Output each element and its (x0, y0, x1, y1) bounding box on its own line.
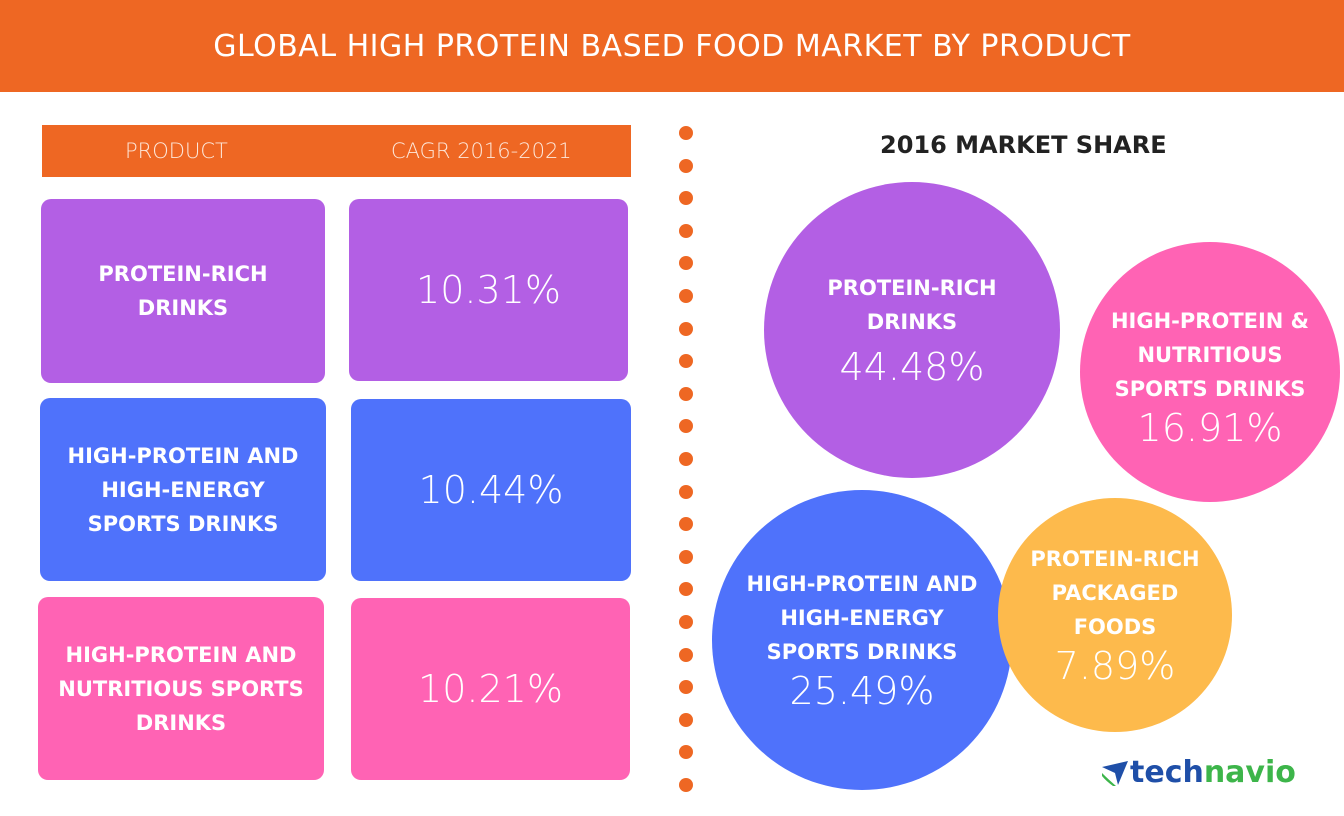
table-header: PRODUCT CAGR 2016-2021 (42, 125, 631, 177)
technavio-logo: tech navio (1100, 755, 1296, 790)
divider-dot (679, 549, 693, 564)
bubble-value: 7.89% (1054, 644, 1176, 688)
divider-dot (679, 615, 693, 629)
cagr-cell: 10.31% (349, 199, 628, 381)
divider-dot (679, 778, 693, 792)
logo-text-tech: tech (1130, 755, 1204, 790)
bubble-label: PROTEIN-RICH PACKAGED FOODS (1030, 547, 1200, 639)
divider-dot (679, 191, 693, 206)
divider-dot (679, 647, 693, 662)
bubble-protein-rich-drinks: PROTEIN-RICH DRINKS 44.48% (764, 182, 1060, 478)
bubble-label: HIGH-PROTEIN AND HIGH-ENERGY SPORTS DRIN… (746, 572, 978, 664)
divider-dot (679, 158, 693, 173)
divider-dot (679, 680, 693, 695)
product-cell: PROTEIN-RICH DRINKS (41, 199, 325, 383)
logo-arrow-icon (1102, 760, 1128, 786)
divider-dot (679, 223, 693, 238)
cagr-value: 10.31% (416, 268, 561, 312)
divider-dot (679, 126, 693, 140)
bubble-label: PROTEIN-RICH DRINKS (827, 276, 997, 334)
divider-dot (679, 452, 693, 466)
cagr-cell: 10.44% (351, 399, 631, 581)
divider-dot (679, 419, 693, 434)
bubble-value: 16.91% (1137, 406, 1283, 450)
divider-dot (679, 582, 693, 597)
logo-text-navio: navio (1203, 755, 1296, 790)
bubble-label: HIGH-PROTEIN & NUTRITIOUS SPORTS DRINKS (1110, 309, 1309, 401)
bubble-value: 44.48% (839, 345, 985, 389)
divider-dot (679, 386, 693, 401)
divider-dot (679, 517, 693, 532)
title-banner: GLOBAL HIGH PROTEIN BASED FOOD MARKET BY… (0, 0, 1344, 92)
divider-dot (679, 289, 693, 303)
product-cell: HIGH-PROTEIN AND NUTRITIOUS SPORTS DRINK… (38, 597, 324, 780)
divider-dot (679, 354, 693, 369)
product-name: HIGH-PROTEIN AND HIGH-ENERGY SPORTS DRIN… (67, 443, 299, 536)
bubble-high-energy-sports-drinks: HIGH-PROTEIN AND HIGH-ENERGY SPORTS DRIN… (712, 490, 1012, 790)
chart-title: 2016 MARKET SHARE (880, 131, 1167, 159)
cagr-cell: 10.21% (351, 598, 630, 780)
bubble-nutritious-sports-drinks: HIGH-PROTEIN & NUTRITIOUS SPORTS DRINKS … (1080, 242, 1340, 502)
bubble-value: 25.49% (789, 669, 935, 713)
divider-dot (679, 321, 693, 336)
bubble-packaged-foods: PROTEIN-RICH PACKAGED FOODS 7.89% (998, 498, 1232, 732)
divider-dot (679, 256, 693, 271)
header-cagr: CAGR 2016-2021 (391, 139, 572, 163)
header-product: PRODUCT (125, 139, 228, 163)
product-name: HIGH-PROTEIN AND NUTRITIOUS SPORTS DRINK… (58, 642, 304, 735)
cagr-value: 10.21% (418, 667, 563, 711)
product-cell: HIGH-PROTEIN AND HIGH-ENERGY SPORTS DRIN… (40, 398, 326, 581)
divider-dot (679, 745, 693, 760)
divider-dot (679, 484, 693, 499)
divider-dot (679, 712, 693, 727)
product-name: PROTEIN-RICH DRINKS (98, 262, 268, 320)
cagr-value: 10.44% (418, 468, 564, 512)
